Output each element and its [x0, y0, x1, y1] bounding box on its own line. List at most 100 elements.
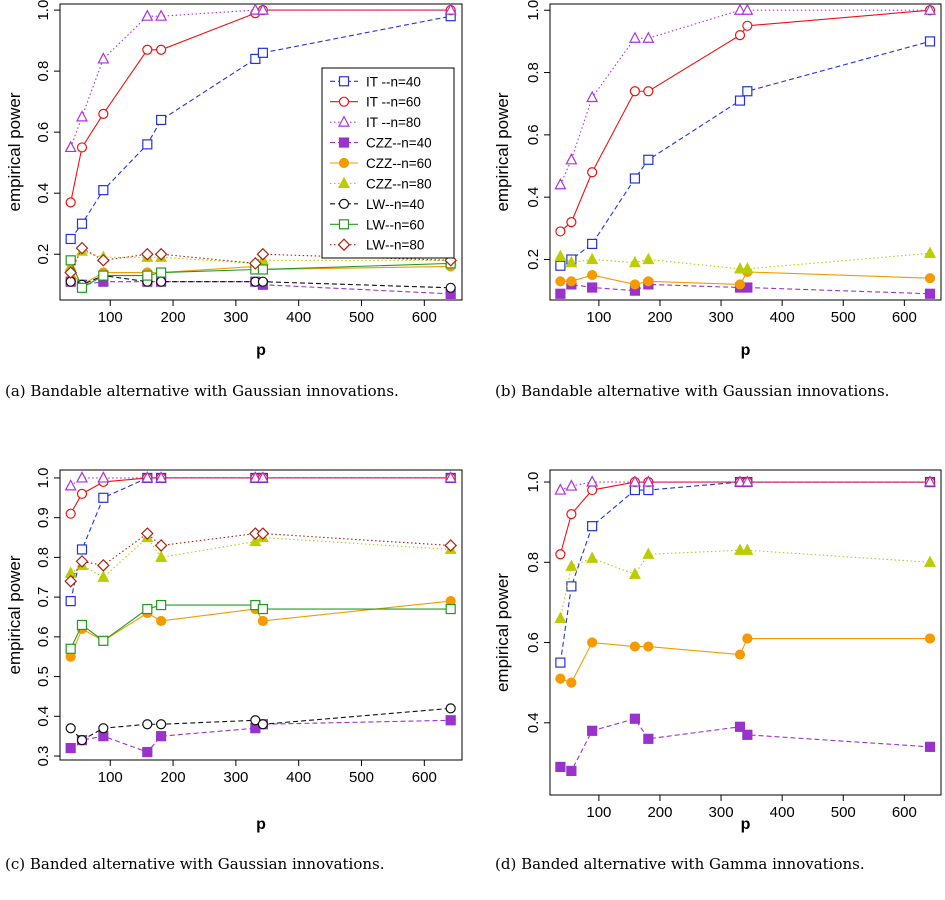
data-point: [250, 53, 261, 65]
legend-label: IT --n=80: [366, 115, 421, 130]
data-point: [587, 637, 598, 648]
x-tick-label: 300: [223, 769, 248, 786]
data-point: [155, 9, 168, 21]
series-CZZ-n80: [554, 246, 936, 274]
x-tick-label: 200: [161, 769, 186, 786]
x-tick-label: 500: [831, 804, 856, 821]
data-point: [444, 539, 458, 552]
data-point: [256, 527, 270, 540]
data-point: [248, 257, 262, 270]
series-CZZ-n40: [555, 713, 936, 777]
series-IT-n40: [65, 11, 456, 245]
data-point: [565, 559, 578, 571]
data-point: [642, 547, 655, 559]
data-point: [257, 603, 268, 615]
data-point: [587, 167, 598, 178]
figure-caption: (a) Bandable alternative with Gaussian i…: [5, 382, 399, 400]
x-axis-title: p: [256, 342, 266, 359]
data-point: [742, 729, 753, 740]
data-point: [155, 550, 168, 562]
data-point: [142, 139, 153, 150]
data-point: [924, 288, 936, 299]
x-tick-label: 100: [98, 769, 123, 786]
x-tick-label: 600: [412, 309, 437, 326]
data-point: [65, 742, 76, 754]
x-tick-label: 300: [709, 309, 734, 326]
data-point: [98, 723, 109, 734]
legend-marker: [338, 176, 350, 189]
data-point: [734, 3, 746, 15]
x-axis-title: p: [256, 816, 266, 833]
data-point: [734, 279, 746, 290]
y-tick-label: 0.2: [525, 249, 542, 270]
y-tick-label: 0.6: [35, 626, 52, 647]
data-point: [565, 479, 578, 491]
data-point: [64, 574, 78, 588]
data-point: [257, 264, 268, 275]
data-point: [156, 719, 167, 730]
series-line: [560, 718, 931, 772]
data-point: [566, 677, 577, 688]
data-point: [924, 246, 936, 258]
x-tick-label: 600: [892, 804, 917, 821]
x-tick-label: 200: [161, 309, 186, 326]
data-point: [65, 197, 76, 208]
plot-frame: [549, 469, 942, 796]
data-point: [643, 276, 654, 287]
series-line: [560, 9, 931, 232]
data-point: [256, 471, 269, 483]
data-point: [257, 276, 268, 287]
data-point: [587, 725, 598, 736]
data-point: [643, 154, 654, 165]
data-point: [734, 543, 746, 555]
y-axis-title: empirical power: [493, 92, 512, 211]
y-tick-label: 0.6: [525, 632, 542, 653]
data-point: [65, 643, 76, 654]
data-point: [566, 509, 577, 520]
data-point: [555, 673, 566, 684]
x-tick-label: 300: [709, 804, 734, 821]
legend-label: LW--n=60: [366, 217, 424, 232]
series-CZZ-n60: [555, 633, 936, 688]
data-point: [924, 36, 936, 47]
x-tick-label: 400: [286, 769, 311, 786]
x-tick-label: 100: [586, 309, 611, 326]
data-point: [555, 276, 566, 287]
data-point: [587, 484, 598, 496]
data-point: [555, 226, 566, 237]
data-point: [643, 86, 654, 97]
data-point: [924, 741, 936, 752]
data-point: [586, 475, 599, 487]
data-point: [76, 218, 88, 229]
plot-frame: [59, 469, 463, 761]
data-point: [96, 253, 110, 267]
y-tick-label: 0.4: [525, 712, 542, 733]
data-point: [629, 641, 641, 652]
y-tick-label: 0.3: [35, 746, 52, 767]
data-point: [741, 3, 754, 15]
data-point: [142, 746, 153, 758]
series-LW-n80: [64, 241, 458, 279]
data-point: [249, 471, 262, 483]
data-point: [742, 633, 753, 644]
data-point: [445, 715, 456, 726]
series-IT-n80: [64, 471, 457, 491]
data-point: [140, 247, 154, 261]
data-point: [566, 276, 577, 287]
data-point: [642, 475, 655, 487]
y-tick-label: 0.8: [525, 62, 542, 83]
data-point: [249, 3, 262, 15]
data-point: [154, 247, 168, 261]
data-point: [554, 177, 567, 190]
chart-panel-2: 100 200 300 400 500 600 0.2 0.4 0.6 0.8 1.0 p empiri…: [493, 0, 942, 400]
legend-marker: [338, 198, 350, 209]
data-point: [629, 279, 641, 290]
x-tick-label: 200: [647, 804, 672, 821]
data-point: [98, 185, 109, 196]
y-tick-label: 0.4: [35, 706, 52, 727]
data-point: [76, 282, 88, 293]
data-point: [628, 31, 641, 43]
x-tick-label: 100: [98, 309, 123, 326]
data-point: [734, 649, 746, 660]
